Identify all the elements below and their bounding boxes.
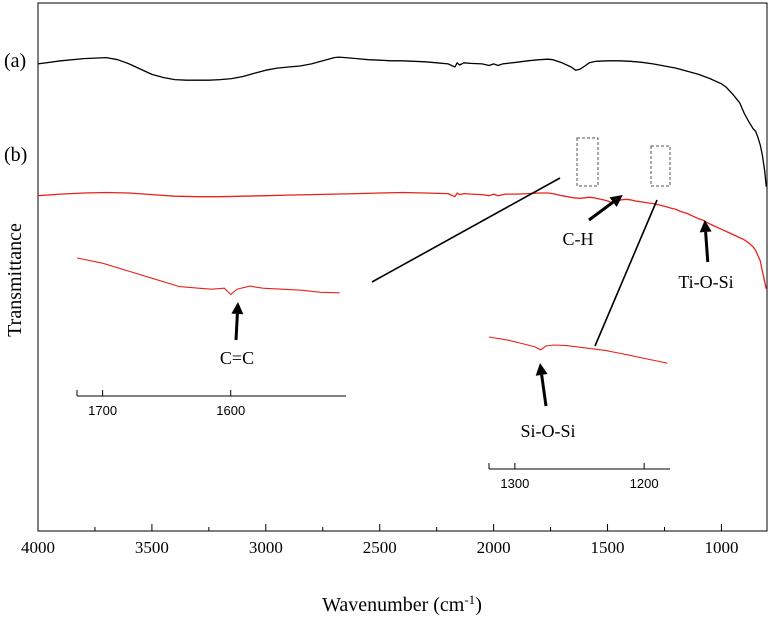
arrow-ch-head [609, 195, 623, 207]
x-axis-title: Wavenumber (cm-1) [322, 592, 482, 616]
inset-1600-line [76, 257, 340, 296]
series-line-a [37, 56, 767, 187]
inset-1600-arrow-shaft [234, 313, 239, 341]
inset-1280-annotation: Si-O-Si [520, 421, 575, 441]
connector-line-1600 [371, 177, 561, 283]
x-tick-label: 3500 [135, 538, 169, 557]
inset-1280-arrow [535, 363, 548, 407]
arrow-ti-o-si-head [699, 220, 712, 233]
plot-frame [37, 2, 768, 532]
x-tick-label: 1500 [591, 538, 625, 557]
y-axis-title: Transmittance [4, 223, 26, 337]
insets: 1700 1600 C=C 1300 1200 Si-O-Si [76, 257, 670, 491]
highlight-box-1280 [650, 145, 671, 187]
inset-1280-tick-label: 1200 [630, 476, 659, 491]
x-tick-label: 2500 [363, 538, 397, 557]
annotation-ch: C-H [563, 229, 594, 249]
inset-1280-arrow-head [535, 363, 548, 376]
main-annotations: C-H Ti-O-Si [563, 195, 734, 292]
inset-1600-annotation: C=C [220, 348, 254, 368]
x-tick-label: 1000 [704, 538, 738, 557]
connector-line-1280 [594, 199, 658, 347]
inset-1600-arrow [231, 302, 244, 341]
x-tick-label: 4000 [21, 538, 55, 557]
arrow-ti-o-si [699, 220, 712, 263]
inset-1600-tick-label: 1700 [88, 403, 117, 418]
highlight-box-1600 [576, 137, 599, 187]
x-tick-label: 3000 [249, 538, 283, 557]
arrow-ch-shaft [588, 200, 615, 222]
series-label-b: (b) [4, 144, 27, 166]
arrow-ti-o-si-shaft [704, 231, 710, 263]
inset-1280-arrow-shaft [540, 374, 548, 407]
series-label-a: (a) [4, 50, 26, 72]
inset-1280: 1300 1200 Si-O-Si [488, 336, 670, 491]
inset-1280-tick-label: 1300 [500, 476, 529, 491]
x-axis: 4000 3500 3000 2500 2000 1500 1000 [21, 524, 738, 557]
highlight-boxes [576, 137, 671, 187]
inset-1600-tick-label: 1600 [216, 403, 245, 418]
inset-1600: 1700 1600 C=C [76, 257, 346, 418]
annotation-ti-o-si: Ti-O-Si [678, 272, 733, 292]
connector-lines [371, 177, 658, 347]
series-line-b [37, 191, 767, 290]
inset-1600-arrow-head [231, 302, 244, 315]
arrow-ch [588, 195, 623, 222]
series-labels: (a) (b) [4, 50, 27, 166]
main-series-group [37, 56, 767, 290]
x-tick-label: 2000 [477, 538, 511, 557]
inset-1280-line [488, 336, 668, 364]
